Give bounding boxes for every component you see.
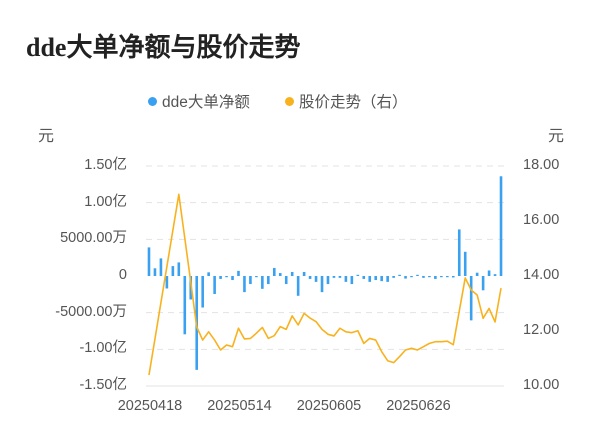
dde-bar[interactable] — [368, 276, 372, 282]
dde-bar[interactable] — [171, 266, 175, 276]
dde-bar[interactable] — [153, 268, 157, 276]
right-tick-label: 10.00 — [523, 377, 560, 393]
price-line — [148, 193, 502, 376]
circle-dot-icon — [148, 96, 157, 106]
dde-bar[interactable] — [493, 274, 497, 276]
dde-bar[interactable] — [392, 276, 395, 278]
right-tick-label: 12.00 — [523, 322, 560, 338]
left-axis-unit: 元 — [38, 128, 55, 145]
right-tick-label: 18.00 — [523, 157, 560, 173]
dde-bar[interactable] — [237, 270, 240, 276]
dde-bar[interactable] — [469, 276, 473, 321]
dde-bar[interactable] — [177, 262, 181, 276]
dde-bar[interactable] — [380, 276, 383, 282]
right-tick-label: 16.00 — [523, 212, 560, 228]
left-tick-label: 1.00亿 — [84, 193, 127, 210]
dde-bar[interactable] — [457, 229, 461, 276]
dde-bar[interactable] — [386, 276, 389, 282]
dde-bar[interactable] — [344, 276, 348, 282]
dde-bar[interactable] — [332, 276, 336, 278]
x-tick-label: 20250418 — [117, 398, 183, 414]
legend-label: 股价走势（右） — [299, 94, 408, 111]
legend-label: dde大单净额 — [162, 94, 250, 111]
dde-bar[interactable] — [207, 272, 210, 276]
left-tick-label: 0 — [118, 267, 127, 283]
dde-bar[interactable] — [440, 276, 443, 278]
dde-bar[interactable] — [213, 276, 216, 294]
legend-item-dde[interactable]: dde大单净额 — [148, 90, 250, 112]
right-axis-unit: 元 — [548, 128, 565, 145]
x-tick-label: 20250514 — [207, 398, 272, 414]
right-tick-label: 14.00 — [523, 267, 560, 283]
legend: dde大单净额 股价走势（右） — [0, 90, 600, 112]
dde-bar[interactable] — [314, 276, 318, 282]
dde-bar[interactable] — [165, 276, 169, 289]
dde-bar[interactable] — [446, 276, 449, 278]
dde-bar[interactable] — [296, 276, 300, 296]
dde-bar[interactable] — [422, 276, 425, 278]
left-tick-label: -5000.00万 — [55, 303, 127, 320]
dde-bar[interactable] — [302, 271, 306, 276]
dde-bar[interactable] — [350, 276, 354, 285]
dde-bar[interactable] — [278, 273, 282, 276]
dde-bar[interactable] — [451, 276, 455, 278]
dde-bar[interactable] — [404, 276, 407, 279]
left-tick-label: -1.50亿 — [79, 377, 127, 393]
dde-bar[interactable] — [147, 247, 151, 276]
circle-dot-icon — [285, 96, 294, 106]
dde-bar[interactable] — [356, 274, 360, 276]
left-tick-label: -1.00亿 — [79, 340, 127, 357]
x-tick-label: 20250605 — [296, 398, 362, 414]
dde-bar[interactable] — [326, 276, 330, 285]
dde-bar[interactable] — [159, 258, 163, 276]
dde-bar[interactable] — [261, 276, 264, 289]
dde-bar[interactable] — [410, 276, 413, 278]
dde-bar[interactable] — [308, 276, 312, 279]
dde-bar[interactable] — [249, 276, 252, 285]
dde-bar[interactable] — [475, 272, 479, 276]
dde-bar[interactable] — [320, 276, 324, 293]
dde-bar[interactable] — [398, 274, 401, 276]
dde-bar[interactable] — [416, 274, 419, 276]
dde-bar[interactable] — [219, 276, 222, 279]
dde-bar[interactable] — [428, 276, 431, 278]
dde-bar[interactable] — [481, 276, 485, 291]
gridlines — [146, 165, 504, 387]
x-tick-label: 20250626 — [386, 398, 451, 414]
dde-bar[interactable] — [225, 276, 228, 278]
dde-bar[interactable] — [362, 276, 366, 279]
dde-bar[interactable] — [267, 276, 270, 285]
dde-bar[interactable] — [255, 276, 258, 278]
dde-bar[interactable] — [272, 267, 276, 276]
dde-bar[interactable] — [243, 276, 246, 293]
dde-bar[interactable] — [463, 251, 467, 276]
legend-item-price[interactable]: 股价走势（右） — [285, 90, 408, 112]
dde-bar[interactable] — [284, 276, 288, 285]
dde-bar[interactable] — [338, 276, 342, 278]
dde-bar[interactable] — [290, 271, 294, 276]
left-tick-label: 1.50亿 — [84, 157, 127, 173]
price-trend-line[interactable] — [148, 193, 502, 376]
dde-bar[interactable] — [183, 276, 187, 335]
dde-bar[interactable] — [231, 276, 234, 281]
dde-bar[interactable] — [434, 276, 437, 279]
chart-title: dde大单净额与股价走势 — [26, 33, 301, 62]
dde-bar[interactable] — [374, 276, 378, 281]
left-tick-label: 5000.00万 — [60, 230, 127, 247]
dde-bar[interactable] — [487, 270, 491, 277]
dde-bars — [147, 176, 503, 370]
dde-bar[interactable] — [201, 276, 204, 308]
dde-bar[interactable] — [499, 176, 503, 276]
